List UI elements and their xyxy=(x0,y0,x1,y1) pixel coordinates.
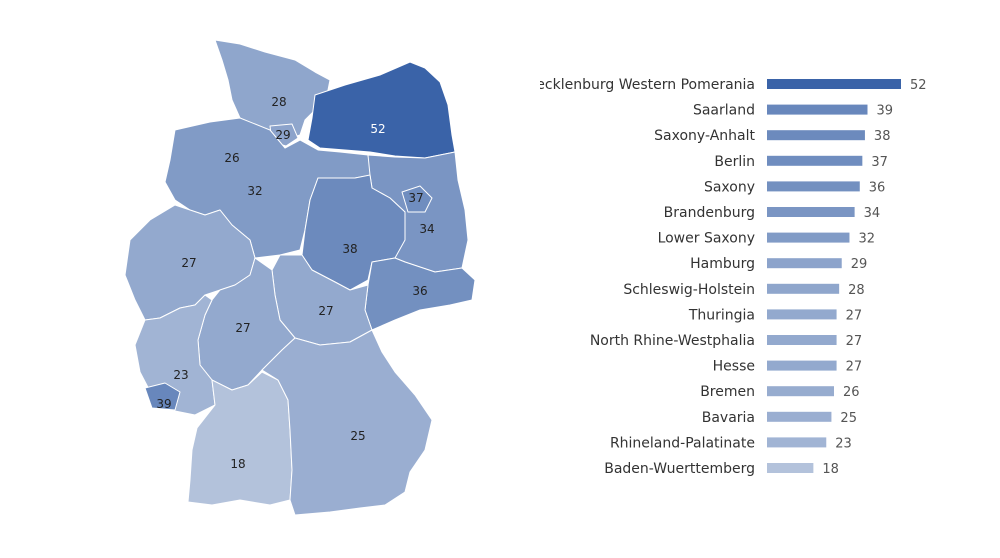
bar-saarland xyxy=(767,104,868,115)
category-label-hesse: Hesse xyxy=(713,359,755,375)
category-label-saxony: Saxony xyxy=(704,179,755,195)
bar-berlin xyxy=(767,155,863,166)
map-value-mecklenburg-western-pomerania: 52 xyxy=(370,122,385,136)
category-label-lower-saxony: Lower Saxony xyxy=(658,231,755,247)
value-label-baden-wuerttemberg: 18 xyxy=(822,462,839,477)
value-label-saxony: 36 xyxy=(869,180,886,195)
map-value-schleswig-holstein: 28 xyxy=(271,95,286,109)
map-region-berlin xyxy=(401,185,433,213)
value-label-mecklenburg-western-pomerania: 52 xyxy=(910,78,927,93)
category-label-mecklenburg-western-pomerania: Mecklenburg Western Pomerania xyxy=(540,77,755,93)
bar-schleswig-holstein xyxy=(767,283,840,294)
value-label-brandenburg: 34 xyxy=(864,206,881,221)
bar-brandenburg xyxy=(767,207,855,217)
map-region-schleswig-holstein xyxy=(214,39,331,141)
value-label-schleswig-holstein: 28 xyxy=(848,283,865,298)
category-label-saxony-anhalt: Saxony-Anhalt xyxy=(654,128,755,144)
map-value-lower-saxony: 32 xyxy=(247,184,262,198)
value-label-berlin: 37 xyxy=(871,155,888,170)
category-label-bremen: Bremen xyxy=(700,384,755,400)
map-region-mecklenburg-western-pomerania xyxy=(307,61,456,159)
category-label-berlin: Berlin xyxy=(714,154,755,170)
bar-saxony xyxy=(767,181,860,192)
map-value-hesse: 27 xyxy=(235,321,250,335)
value-label-saarland: 39 xyxy=(877,104,894,119)
map-value-berlin: 37 xyxy=(408,191,423,205)
category-label-north-rhine-westphalia: North Rhine-Westphalia xyxy=(590,333,755,349)
value-label-bavaria: 25 xyxy=(840,411,857,426)
map-region-bavaria xyxy=(261,329,433,516)
map-value-baden-wuerttemberg: 18 xyxy=(230,457,245,471)
category-label-saarland: Saarland xyxy=(693,103,755,119)
bar-hamburg xyxy=(767,258,842,269)
map-value-thuringia: 27 xyxy=(318,304,333,318)
bar-rhineland-palatinate xyxy=(767,437,827,448)
category-label-baden-wuerttemberg: Baden-Wuerttemberg xyxy=(604,461,755,477)
bar-mecklenburg-western-pomerania xyxy=(767,79,901,89)
category-label-bavaria: Bavaria xyxy=(702,410,755,426)
map-value-north-rhine-westphalia: 27 xyxy=(181,256,196,270)
germany-map: 28 29 52 26 32 37 34 38 27 36 27 27 23 39 18 25 xyxy=(100,20,520,540)
bar-hesse xyxy=(767,360,837,371)
map-value-brandenburg: 34 xyxy=(419,222,434,236)
bar-chart-svg: Mecklenburg Western Pomerania 52 Saarland 3… xyxy=(524,77,927,477)
category-label-hamburg: Hamburg xyxy=(690,256,755,272)
map-value-saxony: 36 xyxy=(412,284,427,298)
value-label-hamburg: 29 xyxy=(851,257,868,272)
value-label-rhineland-palatinate: 23 xyxy=(835,436,852,451)
value-label-thuringia: 27 xyxy=(846,308,863,323)
map-region-saarland xyxy=(144,382,181,411)
value-label-hesse: 27 xyxy=(846,360,863,375)
bar-saxony-anhalt xyxy=(767,130,865,141)
map-region-baden-wuerttemberg xyxy=(187,371,293,506)
map-value-bremen: 26 xyxy=(224,151,239,165)
value-label-bremen: 26 xyxy=(843,385,860,400)
value-label-north-rhine-westphalia: 27 xyxy=(846,334,863,349)
map-value-bavaria: 25 xyxy=(350,429,365,443)
germany-map-svg: 28 29 52 26 32 37 34 38 27 36 27 27 23 39 18 25 xyxy=(124,39,476,516)
value-label-saxony-anhalt: 38 xyxy=(874,129,891,144)
category-label-schleswig-holstein: Schleswig-Holstein xyxy=(623,282,755,298)
bar-baden-wuerttemberg xyxy=(767,463,814,473)
bar-bremen xyxy=(767,386,834,397)
category-label-thuringia: Thuringia xyxy=(688,307,755,323)
bar-chart: Mecklenburg Western Pomerania 52 Saarland 3… xyxy=(524,60,980,500)
bar-thuringia xyxy=(767,309,837,320)
bar-bavaria xyxy=(767,411,832,422)
value-label-lower-saxony: 32 xyxy=(858,232,875,247)
map-value-saarland: 39 xyxy=(156,397,171,411)
bar-lower-saxony xyxy=(767,232,850,243)
map-value-hamburg: 29 xyxy=(275,128,290,142)
bar-north-rhine-westphalia xyxy=(767,335,837,345)
map-value-saxony-anhalt: 38 xyxy=(342,242,357,256)
category-label-brandenburg: Brandenburg xyxy=(664,205,755,221)
category-label-rhineland-palatinate: Rhineland-Palatinate xyxy=(610,435,755,451)
map-value-rhineland-palatinate: 23 xyxy=(173,368,188,382)
